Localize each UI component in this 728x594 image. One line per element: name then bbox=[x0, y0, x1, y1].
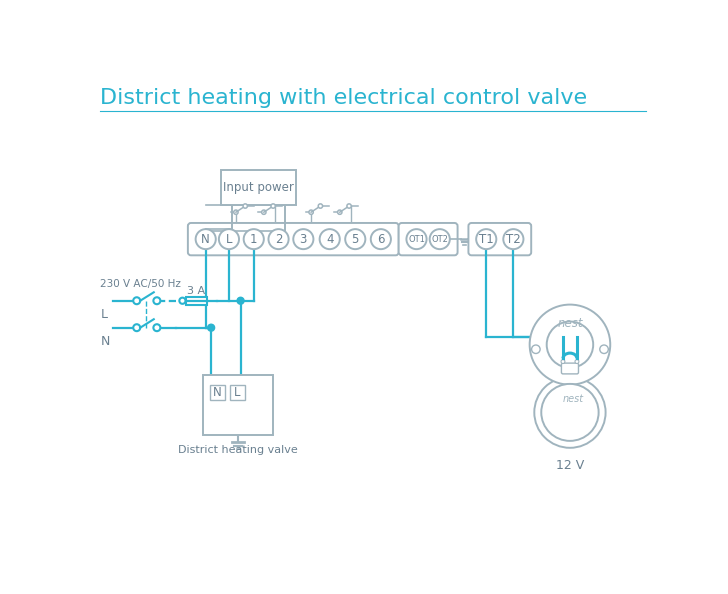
Text: T2: T2 bbox=[506, 233, 521, 246]
Circle shape bbox=[234, 210, 238, 214]
Text: District heating valve: District heating valve bbox=[178, 445, 298, 455]
Text: L: L bbox=[226, 233, 232, 246]
Circle shape bbox=[179, 298, 186, 304]
FancyBboxPatch shape bbox=[203, 375, 273, 435]
Circle shape bbox=[207, 324, 215, 331]
Circle shape bbox=[547, 321, 593, 368]
Text: nest: nest bbox=[563, 394, 584, 403]
Circle shape bbox=[133, 297, 141, 304]
Circle shape bbox=[430, 229, 450, 249]
Text: 4: 4 bbox=[326, 233, 333, 246]
FancyBboxPatch shape bbox=[399, 223, 458, 255]
FancyBboxPatch shape bbox=[230, 385, 245, 400]
Text: nest: nest bbox=[557, 317, 582, 330]
Text: N: N bbox=[202, 233, 210, 246]
Circle shape bbox=[293, 229, 314, 249]
Circle shape bbox=[309, 210, 313, 214]
Text: 3: 3 bbox=[300, 233, 307, 246]
Circle shape bbox=[503, 229, 523, 249]
Text: T1: T1 bbox=[479, 233, 494, 246]
Circle shape bbox=[542, 384, 598, 441]
Circle shape bbox=[406, 229, 427, 249]
Circle shape bbox=[271, 204, 275, 208]
Text: 2: 2 bbox=[274, 233, 282, 246]
FancyBboxPatch shape bbox=[186, 296, 207, 305]
Text: District heating with electrical control valve: District heating with electrical control… bbox=[100, 89, 587, 108]
Circle shape bbox=[476, 229, 496, 249]
Circle shape bbox=[243, 204, 248, 208]
Circle shape bbox=[154, 324, 160, 331]
Text: 5: 5 bbox=[352, 233, 359, 246]
Text: 12 V: 12 V bbox=[555, 459, 584, 472]
Circle shape bbox=[154, 297, 160, 304]
Circle shape bbox=[261, 210, 266, 214]
Circle shape bbox=[575, 359, 579, 364]
Circle shape bbox=[219, 229, 239, 249]
Circle shape bbox=[196, 229, 215, 249]
FancyBboxPatch shape bbox=[468, 223, 531, 255]
Circle shape bbox=[269, 229, 288, 249]
Text: 3 A: 3 A bbox=[187, 286, 205, 296]
Text: OT1: OT1 bbox=[408, 235, 425, 244]
Circle shape bbox=[530, 305, 610, 385]
Text: Input power: Input power bbox=[223, 181, 294, 194]
FancyBboxPatch shape bbox=[188, 223, 399, 255]
Circle shape bbox=[561, 359, 565, 364]
Text: 1: 1 bbox=[250, 233, 258, 246]
Circle shape bbox=[237, 297, 244, 304]
Circle shape bbox=[244, 229, 264, 249]
Text: N: N bbox=[213, 386, 222, 399]
FancyBboxPatch shape bbox=[221, 170, 296, 206]
FancyBboxPatch shape bbox=[210, 385, 225, 400]
Text: L: L bbox=[100, 308, 107, 321]
Text: OT2: OT2 bbox=[431, 235, 448, 244]
Circle shape bbox=[318, 204, 323, 208]
Circle shape bbox=[345, 229, 365, 249]
Text: L: L bbox=[234, 386, 241, 399]
Circle shape bbox=[531, 345, 540, 353]
Circle shape bbox=[320, 229, 340, 249]
Circle shape bbox=[600, 345, 609, 353]
Circle shape bbox=[534, 377, 606, 448]
Circle shape bbox=[371, 229, 391, 249]
FancyBboxPatch shape bbox=[561, 363, 579, 374]
Text: N: N bbox=[100, 335, 110, 348]
Circle shape bbox=[338, 210, 342, 214]
Text: 6: 6 bbox=[377, 233, 384, 246]
Text: 230 V AC/50 Hz: 230 V AC/50 Hz bbox=[100, 279, 181, 289]
Circle shape bbox=[133, 324, 141, 331]
Circle shape bbox=[347, 204, 351, 208]
